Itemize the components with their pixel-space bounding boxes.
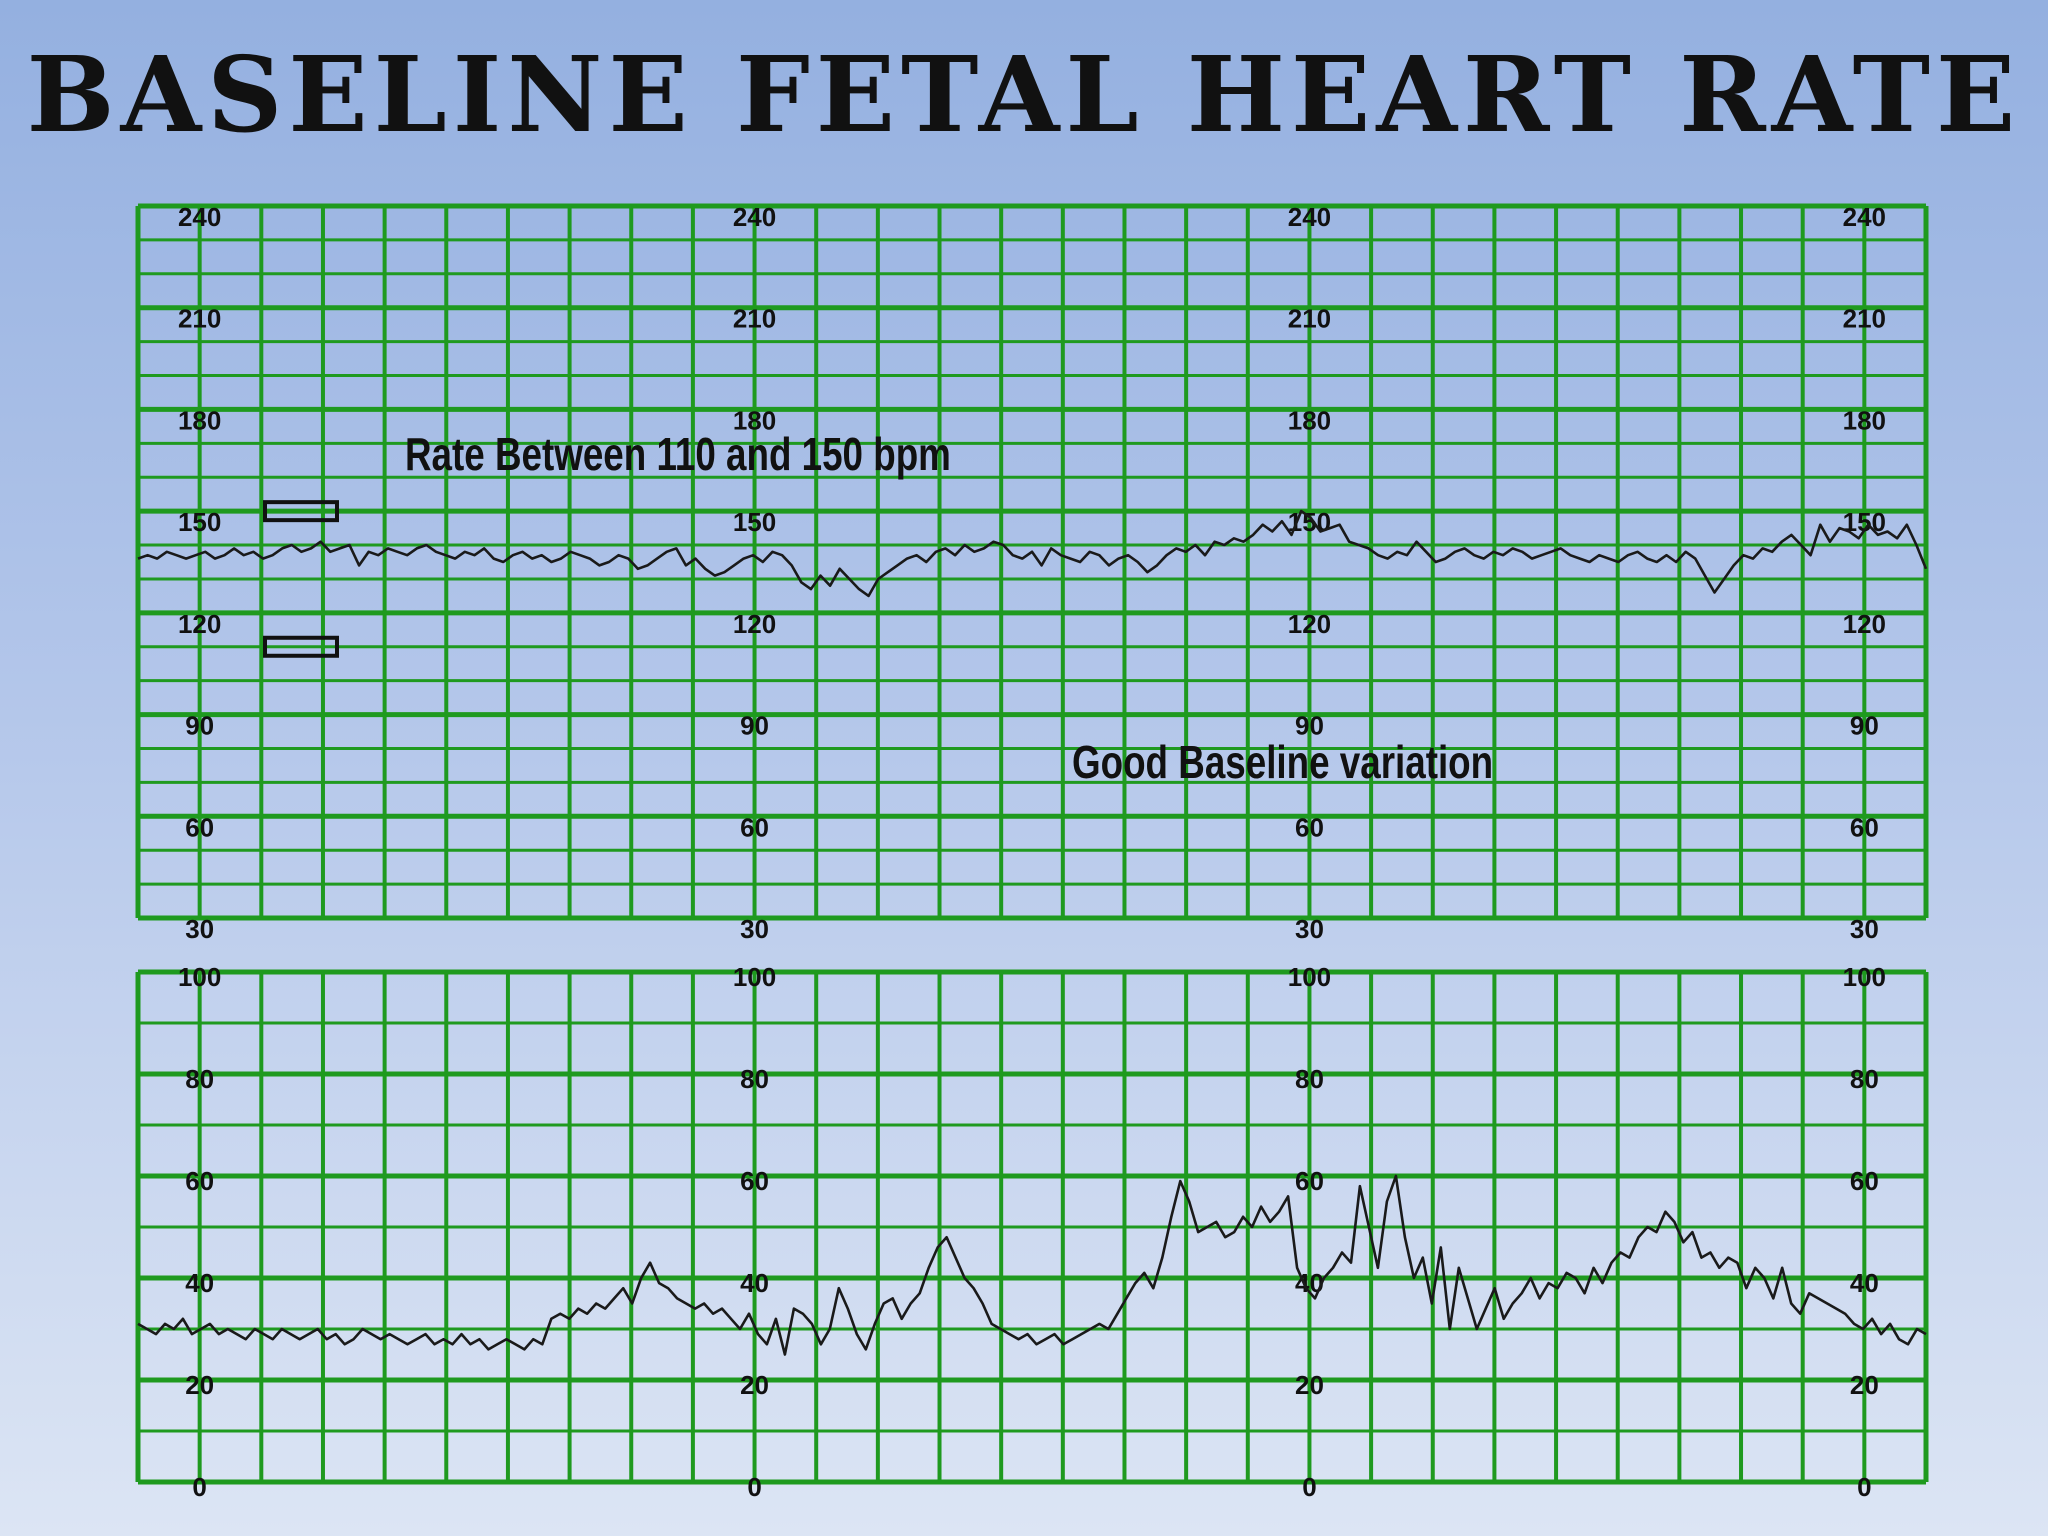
annotation-rate-range: Rate Between 110 and 150 bpm [405, 428, 951, 480]
fhr-tick-labels: 240 210 180 150 120 90 60 30 240 210 180 150 120 90 60… [178, 202, 1886, 944]
ua-tick-label: 60 [185, 1166, 214, 1196]
fhr-tick-label: 120 [1288, 609, 1331, 639]
ua-tick-label: 80 [1295, 1064, 1324, 1094]
fhr-tick-label: 210 [733, 304, 776, 334]
fhr-tick-label: 30 [740, 914, 769, 944]
fhr-tick-label: 180 [733, 405, 776, 435]
ua-tick-label: 20 [740, 1370, 769, 1400]
fhr-tick-label: 120 [733, 609, 776, 639]
fhr-tick-label: 30 [1295, 914, 1324, 944]
fhr-tick-label: 210 [1288, 304, 1331, 334]
ua-tick-label: 20 [185, 1370, 214, 1400]
fhr-tick-label: 90 [1295, 711, 1324, 741]
fhr-tick-label: 150 [1288, 507, 1331, 537]
ua-tick-label: 80 [185, 1064, 214, 1094]
fhr-tick-label: 90 [185, 711, 214, 741]
reference-marker [263, 635, 339, 658]
fhr-tick-label: 30 [1850, 914, 1879, 944]
ua-tick-label: 0 [747, 1472, 761, 1502]
fhr-tick-label: 60 [185, 812, 214, 842]
ua-tick-label: 0 [1302, 1472, 1316, 1502]
fhr-tick-label: 240 [1288, 202, 1331, 232]
ua-tick-label: 100 [178, 962, 221, 992]
ua-tick-label: 60 [1850, 1166, 1879, 1196]
fhr-tick-label: 60 [1850, 812, 1879, 842]
annotation-baseline-variation: Good Baseline variation [1072, 736, 1493, 788]
ua-trace [137, 1174, 1927, 1356]
fhr-tick-label: 240 [178, 202, 221, 232]
ua-tick-label: 60 [740, 1166, 769, 1196]
fhr-tick-label: 60 [1295, 812, 1324, 842]
ua-tick-label: 20 [1295, 1370, 1324, 1400]
fhr-tick-label: 90 [740, 711, 769, 741]
ua-tick-label: 40 [1850, 1268, 1879, 1298]
ua-tick-label: 40 [185, 1268, 214, 1298]
fhr-tick-label: 180 [178, 405, 221, 435]
ua-tick-label: 40 [740, 1268, 769, 1298]
fhr-tick-label: 150 [733, 507, 776, 537]
fhr-trace [137, 509, 1928, 598]
fhr-tick-label: 240 [1843, 202, 1886, 232]
fhr-tick-label: 150 [178, 507, 221, 537]
fhr-tick-label: 210 [178, 304, 221, 334]
ua-tick-label: 0 [192, 1472, 206, 1502]
fhr-tick-label: 180 [1288, 405, 1331, 435]
ua-tick-label: 100 [1288, 962, 1331, 992]
fhr-tick-label: 60 [740, 812, 769, 842]
ua-tick-label: 0 [1857, 1472, 1871, 1502]
ua-tick-label: 100 [733, 962, 776, 992]
fhr-tick-label: 120 [1843, 609, 1886, 639]
fhr-panel: 240 210 180 150 120 90 60 30 240 210 180 150 120 90 60… [135, 202, 1929, 944]
slide-title: Baseline Fetal Heart Rate [26, 33, 2022, 156]
fhr-tick-label: 210 [1843, 304, 1886, 334]
ua-tick-label: 20 [1850, 1370, 1879, 1400]
fhr-tick-label: 30 [185, 914, 214, 944]
fhr-tick-label: 240 [733, 202, 776, 232]
ua-panel: 100 80 60 40 20 0 100 80 60 40 20 0 100 80 60 40 20 0 100 8… [135, 962, 1929, 1502]
reference-marker [263, 500, 339, 523]
ua-tick-labels: 100 80 60 40 20 0 100 80 60 40 20 0 100 80 60 40 20 0 100 8… [178, 962, 1886, 1502]
ua-tick-label: 100 [1843, 962, 1886, 992]
fhr-tick-label: 120 [178, 609, 221, 639]
fhr-tick-label: 180 [1843, 405, 1886, 435]
ua-tick-label: 80 [1850, 1064, 1879, 1094]
ua-tick-label: 60 [1295, 1166, 1324, 1196]
ua-tick-label: 80 [740, 1064, 769, 1094]
fhr-tick-label: 90 [1850, 711, 1879, 741]
